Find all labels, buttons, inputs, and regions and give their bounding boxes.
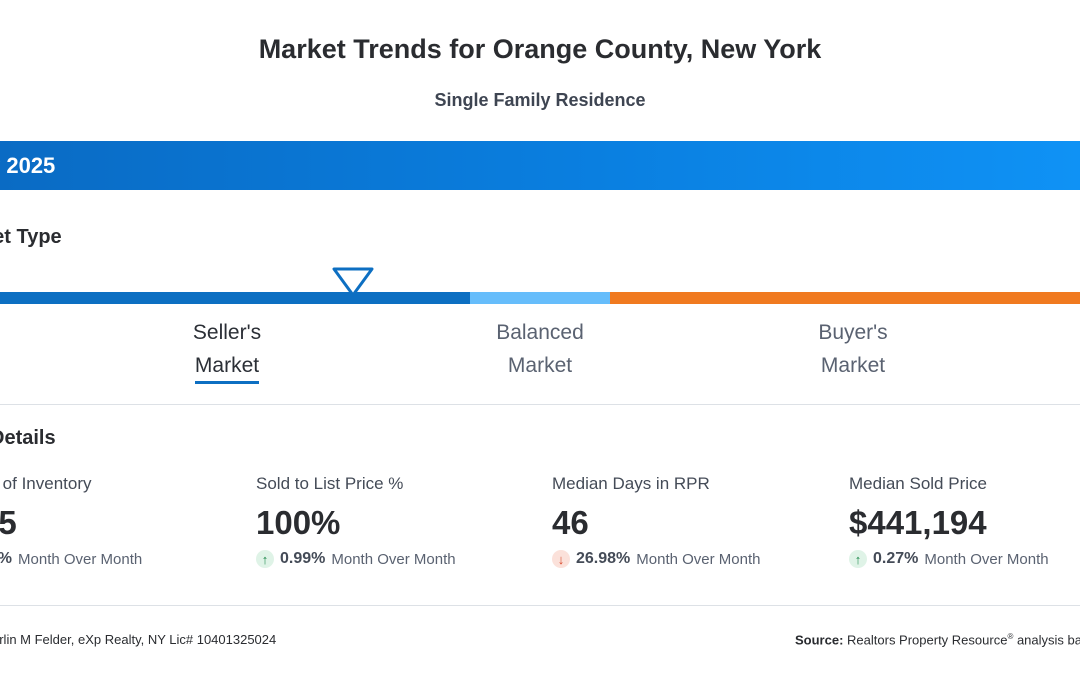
source-tail: analysis base (1016, 632, 1080, 648)
period-label: y 2025 (0, 153, 56, 178)
market-label-seller: Seller's Market (127, 316, 327, 384)
section-divider (0, 404, 1080, 405)
stat-median-sold-price: Median Sold Price $441,194 ↑ 0.27% Month… (849, 474, 1049, 568)
stat-change: ↓ 26.98% Month Over Month (552, 550, 760, 568)
footer-divider (0, 605, 1080, 606)
stat-value: 05 (0, 504, 17, 541)
market-label-balanced-line1: Balanced (496, 321, 584, 344)
source-label: Source: (795, 632, 844, 648)
market-bar-seller (0, 292, 470, 304)
stat-months-inventory: hs of Inventory 05 58% Month Over Month (0, 474, 142, 568)
market-label-buyer-line2: Market (820, 354, 886, 377)
stat-change-text: Month Over Month (18, 550, 143, 568)
source-credit: Source: Realtors Property Resource® anal… (795, 632, 1080, 647)
stat-change-text: Month Over Month (636, 550, 761, 568)
details-heading: Details (0, 427, 56, 449)
market-label-balanced: Balanced Market (440, 316, 640, 382)
stat-median-days: Median Days in RPR 46 ↓ 26.98% Month Ove… (552, 474, 760, 568)
market-label-buyer-line1: Buyer's (818, 321, 888, 344)
stat-change: ↑ 0.99% Month Over Month (256, 550, 456, 568)
page-title: Market Trends for Orange County, New Yor… (258, 34, 822, 64)
market-label-seller-line2: Market (194, 351, 260, 384)
stat-change-pct: 26.98% (576, 550, 631, 567)
market-label-balanced-line2: Market (507, 354, 573, 377)
stat-change: ↑ 0.27% Month Over Month (849, 550, 1049, 568)
source-text: Realtors Property Resource (847, 632, 1008, 648)
stat-label: hs of Inventory (0, 474, 92, 493)
market-bar-balanced (470, 292, 610, 304)
market-type-heading: ket Type (0, 226, 62, 248)
stat-value: $441,194 (849, 504, 987, 541)
stat-label: Median Days in RPR (552, 474, 710, 493)
market-label-seller-line1: Seller's (192, 321, 262, 344)
stat-value: 46 (552, 504, 589, 541)
registered-mark: ® (1007, 632, 1014, 641)
page-subtitle: Single Family Residence (434, 90, 646, 110)
stat-change-pct: 0.99% (280, 550, 326, 567)
stat-change-text: Month Over Month (331, 550, 456, 568)
arrow-up-icon: ↑ (849, 550, 867, 568)
market-label-buyer: Buyer's Market (753, 316, 953, 382)
arrow-up-icon: ↑ (256, 550, 274, 568)
stat-change: 58% Month Over Month (0, 550, 142, 568)
market-indicator-icon (332, 267, 374, 297)
stat-value: 100% (256, 504, 341, 541)
stat-label: Median Sold Price (849, 474, 987, 493)
market-bar-buyer (610, 292, 1080, 304)
arrow-down-icon: ↓ (552, 550, 570, 568)
period-banner: y 2025 (0, 141, 1080, 190)
stat-change-text: Month Over Month (924, 550, 1049, 568)
stat-change-pct: 0.27% (873, 550, 919, 567)
stat-label: Sold to List Price % (256, 474, 404, 493)
agent-credit: arlin M Felder, eXp Realty, NY Lic# 1040… (0, 632, 277, 647)
stat-change-pct: 58% (0, 550, 12, 568)
stat-sold-to-list: Sold to List Price % 100% ↑ 0.99% Month … (256, 474, 456, 568)
